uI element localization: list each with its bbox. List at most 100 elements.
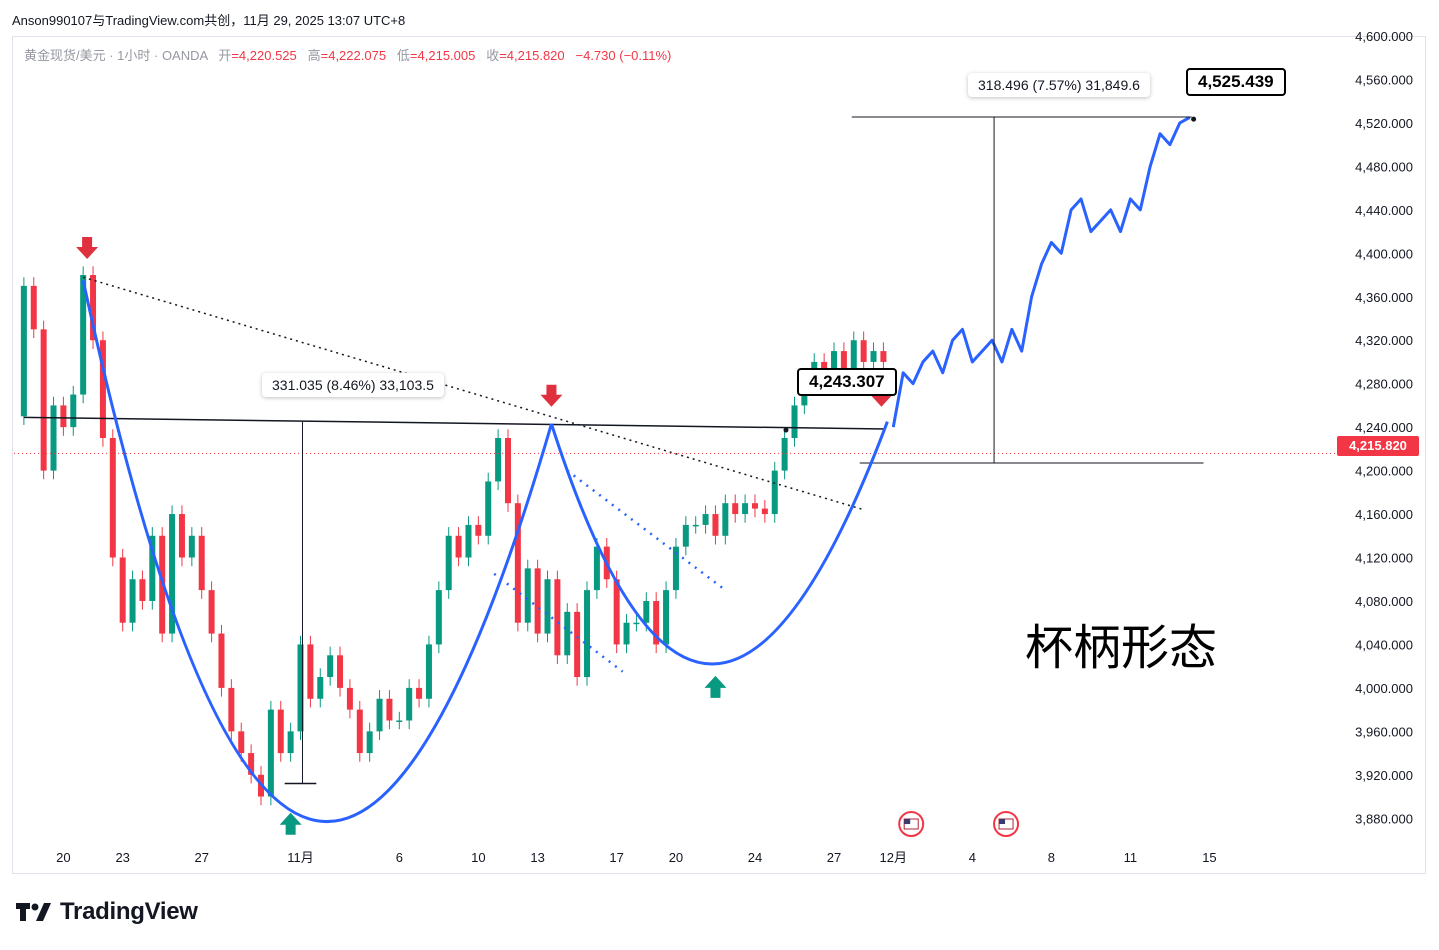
x-tick-label: 11月 <box>287 850 314 865</box>
y-tick-label: 4,480.000 <box>1355 159 1413 174</box>
candle-body <box>30 285 37 330</box>
x-tick-label: 15 <box>1202 850 1216 865</box>
neckline[interactable] <box>23 416 886 430</box>
x-tick-label: 11 <box>1124 850 1138 865</box>
candle-body <box>109 438 116 558</box>
candle-body <box>633 622 640 625</box>
candle-body <box>149 535 156 601</box>
candle-body <box>524 568 531 623</box>
y-tick-label: 4,600.000 <box>1355 29 1413 44</box>
handle-curve[interactable] <box>550 421 889 666</box>
candle-body <box>564 611 571 656</box>
candle-body <box>781 438 788 471</box>
flag-canton <box>904 819 911 824</box>
change-value: −4.730 (−0.11%) <box>575 48 672 63</box>
x-tick-label: 17 <box>609 850 623 865</box>
candle-body <box>416 687 423 699</box>
y-tick-label: 4,040.000 <box>1355 637 1413 652</box>
candle-body <box>465 524 472 558</box>
y-tick-label: 3,880.000 <box>1355 811 1413 826</box>
x-tick-label: 12月 <box>880 850 907 865</box>
candle-body <box>337 655 344 688</box>
candle-body <box>178 514 185 558</box>
flag-us-icon[interactable] <box>993 811 1020 837</box>
candle-body <box>99 340 106 438</box>
candle-body <box>643 600 650 623</box>
handle-channel-lower <box>493 572 624 673</box>
candle-body <box>880 351 887 362</box>
y-tick-label: 4,080.000 <box>1355 594 1413 609</box>
target-measure-label: 318.496 (7.57%) 31,849.6 <box>968 73 1150 97</box>
candle-body <box>850 340 857 373</box>
candle-body <box>40 329 47 471</box>
candle-body <box>277 709 284 754</box>
candle-body <box>129 579 136 623</box>
ohlc-legend: 黄金现货/美元 · 1小时 · OANDA 开=4,220.525 高=4,22… <box>24 45 671 64</box>
candle-body <box>692 524 699 527</box>
y-tick-label: 4,000.000 <box>1355 681 1413 696</box>
candle-body <box>751 503 758 509</box>
candle-body <box>238 731 245 754</box>
candle-body <box>317 677 324 699</box>
up-arrow-icon <box>704 675 727 698</box>
downtrend-line[interactable] <box>82 276 864 511</box>
candle-body <box>386 698 393 721</box>
candle-body <box>593 546 600 591</box>
candle-body <box>356 709 363 754</box>
flag-us-icon[interactable] <box>898 811 925 837</box>
low-value: =4,215.005 <box>409 48 476 63</box>
x-tick-label: 24 <box>748 850 762 865</box>
tradingview-logo[interactable]: TradingView <box>14 898 198 926</box>
candle-body <box>307 644 314 699</box>
high-label: 高 <box>307 48 321 63</box>
candle-body <box>475 524 482 536</box>
candle-body <box>218 633 225 688</box>
cup-curve[interactable] <box>81 280 553 824</box>
chart-frame[interactable] <box>12 36 1426 874</box>
down-arrow-icon <box>76 236 99 259</box>
y-tick-label: 4,400.000 <box>1355 246 1413 261</box>
candle-body <box>425 644 432 699</box>
candle-body <box>544 579 551 634</box>
close-value: =4,215.820 <box>499 48 565 63</box>
close-label: 收 <box>486 48 500 63</box>
low-label: 低 <box>396 48 410 63</box>
candle-body <box>287 731 294 754</box>
pattern-label: 杯柄形态 <box>1025 620 1218 676</box>
candle-body <box>722 503 729 536</box>
y-tick-label: 4,200.000 <box>1355 464 1413 479</box>
candle-body <box>514 503 521 623</box>
candle-body <box>188 535 195 558</box>
cup-measure-label: 331.035 (8.46%) 33,103.5 <box>262 373 444 397</box>
open-value: =4,220.525 <box>231 48 297 63</box>
candle-body <box>771 470 778 515</box>
y-tick-label: 4,560.000 <box>1355 72 1413 87</box>
brand-name: TradingView <box>60 898 198 925</box>
x-tick-label: 20 <box>56 850 70 865</box>
candle-body <box>119 557 126 623</box>
candle-body <box>860 340 867 362</box>
neckline-callout[interactable]: 4,243.307 <box>797 368 897 396</box>
candle-body <box>742 503 749 515</box>
y-tick-label: 4,360.000 <box>1355 290 1413 305</box>
open-label: 开 <box>218 48 232 63</box>
watermark-header: Anson990107与TradingView.com共创，11月 29, 20… <box>12 13 406 28</box>
candle-body <box>80 275 87 395</box>
candle-body <box>455 535 462 558</box>
candle-body <box>327 655 334 678</box>
target-callout[interactable]: 4,525.439 <box>1186 68 1286 96</box>
projection-line <box>891 116 1191 428</box>
candle-body <box>485 481 492 536</box>
y-tick-label: 4,160.000 <box>1355 507 1413 522</box>
candle-body <box>346 687 353 710</box>
candle-body <box>376 698 383 732</box>
high-value: =4,222.075 <box>320 48 387 63</box>
candle-body <box>366 731 373 754</box>
x-tick-label: 4 <box>969 850 976 865</box>
x-tick-label: 27 <box>194 850 208 865</box>
x-tick-label: 23 <box>115 850 129 865</box>
candle-body <box>672 546 679 591</box>
candle-body <box>791 405 798 438</box>
x-tick-label: 13 <box>530 850 544 865</box>
